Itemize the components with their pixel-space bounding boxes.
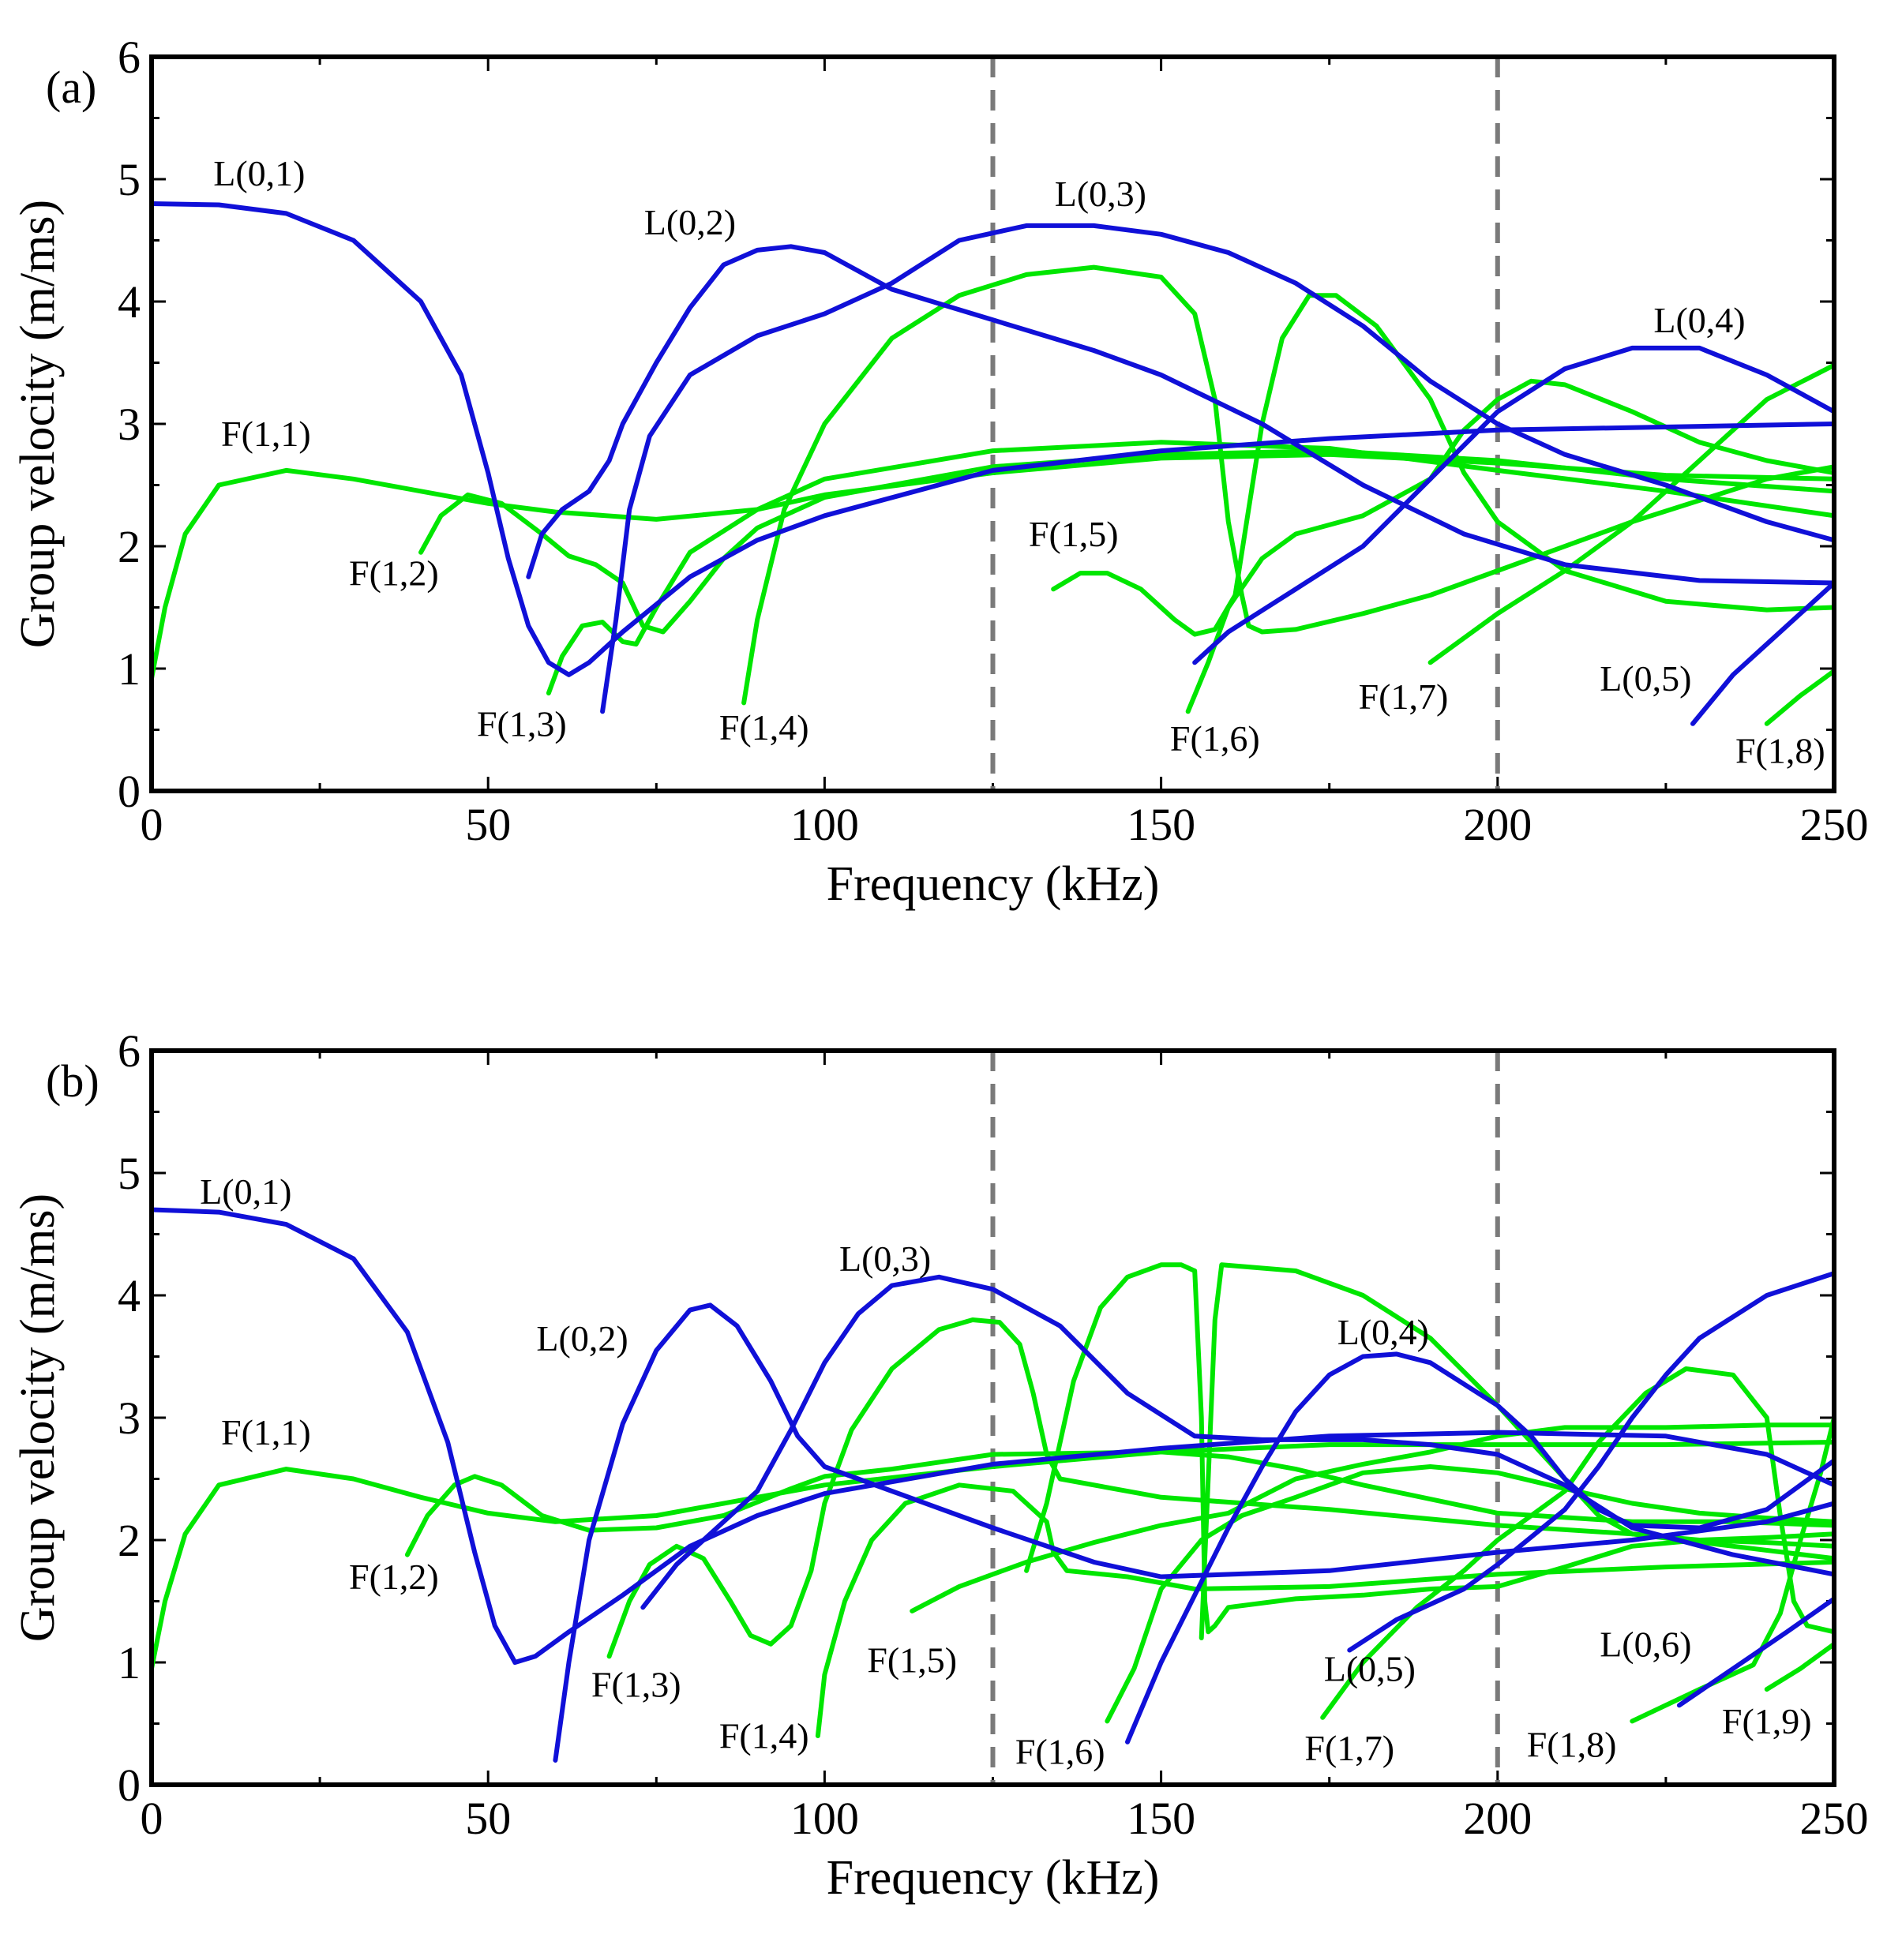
chart-0-series-l-0-3 (600, 223, 1834, 714)
chart-1-series-l-0-5 (1347, 1271, 1834, 1653)
chart-1-y-tick-label: 3 (118, 1392, 141, 1444)
chart-1-mode-label-f-1-6: F(1,6) (1015, 1732, 1105, 1772)
chart-1-series-l-0-1 (152, 1207, 1834, 1665)
chart-1-mode-label-l-0-2: L(0,2) (536, 1318, 628, 1359)
chart-0-mode-label-f-1-8: F(1,8) (1735, 730, 1825, 770)
chart-1-y-tick-label: 6 (118, 1025, 141, 1077)
chart-0-mode-label-f-1-5: F(1,5) (1029, 514, 1119, 554)
chart-0-series-l-0-1 (152, 201, 1834, 677)
chart-1-mode-label-f-1-3: F(1,3) (591, 1664, 681, 1704)
chart-1-series-f-1-2 (404, 1449, 1834, 1557)
chart-0-mode-label-l-0-1: L(0,1) (213, 153, 305, 193)
chart-0-y-tick-label: 5 (118, 154, 141, 205)
chart-0-y-axis-title: Group velocity (m/ms) (11, 200, 65, 648)
chart-1-series-f-1-7 (1024, 1262, 1834, 1635)
chart-0-y-tick-label: 2 (118, 521, 141, 572)
chart-0-x-tick-label: 200 (1463, 799, 1532, 850)
chart-0-y-tick-label: 1 (118, 643, 141, 695)
chart-0-series-f-1-8 (1764, 669, 1834, 726)
chart-0-mode-label-l-0-5: L(0,5) (1600, 658, 1691, 699)
chart-1-y-tick-label: 1 (118, 1637, 141, 1688)
chart-1-x-tick-label: 200 (1463, 1793, 1532, 1844)
chart-1-y-tick-label: 0 (118, 1760, 141, 1811)
chart-1-y-tick-label: 5 (118, 1148, 141, 1199)
chart-1-series-f-1-6 (1105, 1464, 1834, 1724)
chart-1-series-l-0-2 (553, 1302, 1834, 1763)
chart-0-x-tick-label: 50 (465, 799, 511, 850)
chart-0-series-f-1-3 (546, 440, 1834, 695)
chart-1-x-tick-label: 50 (465, 1793, 511, 1844)
chart-0-series-f-1-5 (1051, 293, 1834, 637)
chart-0-series-l-0-2 (526, 244, 1834, 586)
chart-0-x-tick-label: 150 (1127, 799, 1195, 850)
chart-1-mode-label-f-1-7: F(1,7) (1304, 1728, 1394, 1768)
chart-0-mode-label-f-1-3: F(1,3) (477, 703, 567, 744)
chart-1-plot-frame (149, 1048, 1836, 1787)
chart-1-mode-label-f-1-2: F(1,2) (349, 1557, 439, 1597)
chart-1-y-tick-label: 2 (118, 1515, 141, 1566)
chart-0-y-tick-label: 6 (118, 32, 141, 83)
chart-0-x-tick-label: 250 (1800, 799, 1869, 850)
chart-0-y-tick-label: 3 (118, 399, 141, 450)
chart-1-series-f-1-4 (815, 1482, 1834, 1738)
chart-0-y-tick-label: 0 (118, 766, 141, 817)
chart-1-x-axis-title: Frequency (kHz) (827, 1851, 1160, 1905)
chart-1-panel-label: (b) (46, 1055, 99, 1107)
chart-1-mode-label-f-1-4: F(1,4) (719, 1716, 809, 1756)
chart-1-x-tick-label: 150 (1127, 1793, 1195, 1844)
chart-0-mode-label-f-1-4: F(1,4) (719, 707, 809, 748)
chart-1-mode-label-l-0-6: L(0,6) (1600, 1624, 1691, 1664)
chart-1-mode-label-l-0-5: L(0,5) (1324, 1648, 1416, 1688)
chart-0-mode-label-f-1-1: F(1,1) (221, 414, 311, 454)
chart-0-mode-label-l-0-3: L(0,3) (1055, 174, 1146, 214)
chart-1-x-tick-label: 100 (790, 1793, 859, 1844)
chart-0-series-f-1-7 (1427, 362, 1834, 665)
chart-1-mode-label-l-0-1: L(0,1) (200, 1171, 291, 1212)
chart-0-mode-label-f-1-7: F(1,7) (1359, 676, 1449, 717)
chart-1-series-f-1-11 (1764, 1641, 1834, 1692)
chart-1-mode-label-f-1-9: F(1,9) (1722, 1701, 1812, 1741)
chart-1-series-f-1-3 (606, 1317, 1834, 1659)
chart-1-y-tick-label: 4 (118, 1270, 141, 1321)
chart-0-plot-frame (149, 54, 1836, 793)
chart-0-series-l-0-5 (1690, 580, 1834, 726)
chart-0-mode-label-f-1-2: F(1,2) (349, 553, 439, 594)
chart-1-series-l-0-4 (1125, 1351, 1834, 1745)
chart-0-series-f-1-1 (152, 452, 1834, 681)
chart-1-x-tick-label: 250 (1800, 1793, 1869, 1844)
chart-1-mode-label-l-0-4: L(0,4) (1337, 1312, 1429, 1352)
chart-0-mode-label-l-0-2: L(0,2) (644, 202, 736, 242)
chart-1-series-l-0-3 (640, 1274, 1834, 1610)
chart-0-x-axis-title: Frequency (kHz) (827, 857, 1160, 911)
panel-b: 0 50 100 150 200 250 0 1 2 3 4 5 6 L(0,1) L(0,2) L(0,3)… (11, 1025, 1869, 1905)
chart-0-x-tick-label: 100 (790, 799, 859, 850)
chart-0-panel-label: (a) (46, 62, 96, 113)
chart-1-series-f-1-1 (152, 1440, 1834, 1671)
chart-0-series-f-1-4 (741, 264, 1834, 706)
chart-1-mode-label-f-1-8: F(1,8) (1527, 1724, 1617, 1764)
chart-0-series-l-0-4 (1192, 345, 1834, 665)
chart-1-series-f-1-5 (910, 1422, 1834, 1613)
chart-1-y-axis-title: Group velocity (m/ms) (11, 1194, 65, 1642)
chart-1-x-tick-label: 0 (141, 1793, 163, 1844)
chart-0-series-f-1-2 (418, 448, 1834, 635)
chart-1-mode-label-f-1-5: F(1,5) (867, 1640, 957, 1680)
chart-1-mode-label-l-0-3: L(0,3) (839, 1239, 931, 1279)
chart-0-mode-label-l-0-4: L(0,4) (1653, 300, 1745, 340)
chart-1-mode-label-f-1-1: F(1,1) (221, 1412, 311, 1452)
chart-1-series-l-0-6 (1676, 1596, 1834, 1708)
chart-0-mode-label-f-1-6: F(1,6) (1170, 718, 1260, 759)
chart-0-y-tick-label: 4 (118, 276, 141, 328)
chart-0-x-tick-label: 0 (141, 799, 163, 850)
panel-a: 0 50 100 150 200 250 0 1 2 3 4 5 6 L(0,1) L(0,2) L(0,3)… (11, 32, 1869, 911)
